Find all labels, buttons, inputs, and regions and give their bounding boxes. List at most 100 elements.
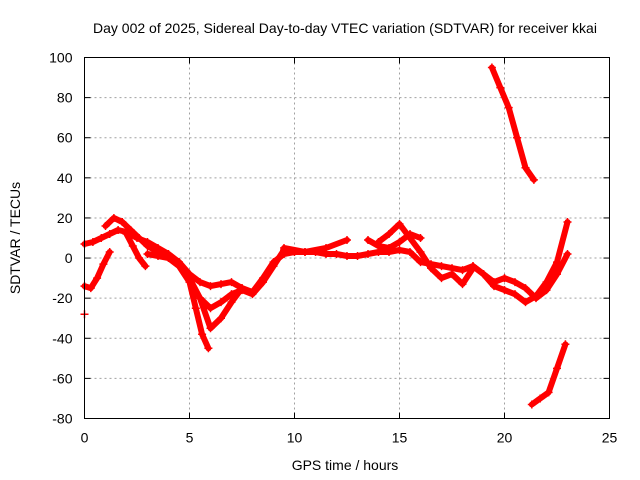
data-point xyxy=(563,217,572,226)
data-point xyxy=(553,270,561,279)
series-line xyxy=(197,285,245,332)
data-point xyxy=(542,278,551,287)
data-point xyxy=(185,278,194,287)
x-tick-label: 25 xyxy=(602,430,618,446)
y-axis-title: SDTVAR / TECUs xyxy=(7,182,23,294)
data-point xyxy=(527,400,536,409)
data-point xyxy=(280,244,288,253)
data-point xyxy=(175,262,183,271)
y-tick-label: 100 xyxy=(49,50,73,66)
ticks: 0 5 10 15 20 25 -80 -60 -40 -20 0 20 40 60 80 100 xyxy=(49,50,617,446)
y-tick-label: -20 xyxy=(52,290,72,306)
series-trace-11 xyxy=(527,340,570,409)
data-point xyxy=(343,252,351,261)
data-point xyxy=(269,262,278,271)
data-point xyxy=(374,242,383,251)
plot-frame xyxy=(84,57,610,419)
data-point xyxy=(406,229,414,238)
series-line xyxy=(123,231,149,270)
data-point xyxy=(395,238,404,247)
data-point xyxy=(118,217,127,226)
data-point xyxy=(301,248,309,257)
y-tick-label: 40 xyxy=(57,170,73,186)
data-point xyxy=(532,292,540,301)
series-trace-7 xyxy=(280,236,351,257)
series-line xyxy=(470,219,571,306)
data-point xyxy=(122,229,131,238)
data-point xyxy=(135,234,144,242)
data-point xyxy=(364,236,372,245)
data-point xyxy=(521,298,530,307)
data-point xyxy=(395,246,404,255)
data-point xyxy=(521,284,530,293)
series-line xyxy=(81,249,113,292)
data-point xyxy=(364,250,372,259)
x-tick-label: 0 xyxy=(81,430,89,446)
data-point xyxy=(227,298,236,307)
data-point xyxy=(406,248,414,257)
data-point xyxy=(479,270,488,279)
data-point xyxy=(395,219,404,228)
series-line xyxy=(488,64,537,183)
data-point xyxy=(217,314,225,323)
data-point xyxy=(561,340,570,349)
data-point xyxy=(511,290,519,299)
data-point xyxy=(544,388,553,397)
y-tick-label: 80 xyxy=(57,90,73,106)
data-point xyxy=(500,274,509,283)
data-point xyxy=(511,278,519,287)
series-trace-3 xyxy=(80,248,114,293)
y-tick-label: -60 xyxy=(52,370,72,386)
data-point xyxy=(198,330,207,339)
data-point xyxy=(206,324,215,333)
x-tick-label: 15 xyxy=(392,430,408,446)
y-tick-label: 0 xyxy=(65,250,73,266)
data-point xyxy=(128,242,137,251)
data-point xyxy=(86,284,95,293)
data-point xyxy=(487,63,496,72)
x-tick-label: 10 xyxy=(287,430,303,446)
data-point xyxy=(97,234,106,242)
y-tick-label: -40 xyxy=(52,330,72,346)
x-tick-label: 20 xyxy=(497,430,513,446)
data-point xyxy=(385,244,393,253)
data-point xyxy=(343,236,351,245)
data-point xyxy=(101,221,110,230)
series-trace-9 xyxy=(364,229,425,253)
data-point xyxy=(238,284,246,293)
data-point xyxy=(206,282,215,291)
data-point xyxy=(553,364,561,373)
data-point xyxy=(164,254,173,263)
data-point xyxy=(416,258,425,267)
data-point xyxy=(385,229,393,238)
data-point xyxy=(536,394,545,403)
data-point xyxy=(114,225,123,234)
data-point xyxy=(496,83,505,92)
data-point xyxy=(196,278,204,287)
data-point xyxy=(204,344,213,353)
x-tick-label: 5 xyxy=(186,430,194,446)
chart-title: Day 002 of 2025, Sidereal Day-to-day VTE… xyxy=(93,20,597,36)
data-point xyxy=(109,213,118,222)
data-point xyxy=(458,280,467,289)
data-point xyxy=(332,250,341,259)
data-point xyxy=(99,260,108,269)
series-line xyxy=(281,237,350,255)
data-point xyxy=(141,262,150,271)
series-trace-5 xyxy=(143,250,213,353)
data-point xyxy=(217,298,225,307)
data-point xyxy=(513,133,522,142)
series-trace-12 xyxy=(469,217,572,307)
data-point xyxy=(93,274,102,283)
series-layer xyxy=(80,63,572,409)
data-point xyxy=(88,238,97,247)
data-point xyxy=(227,278,236,287)
data-point xyxy=(469,262,477,271)
x-axis-title: GPS time / hours xyxy=(292,457,399,473)
grid xyxy=(84,57,610,419)
data-point xyxy=(437,274,446,283)
data-point xyxy=(553,258,561,267)
y-tick-label: 20 xyxy=(57,210,73,226)
data-point xyxy=(529,175,538,184)
data-point xyxy=(206,304,215,313)
